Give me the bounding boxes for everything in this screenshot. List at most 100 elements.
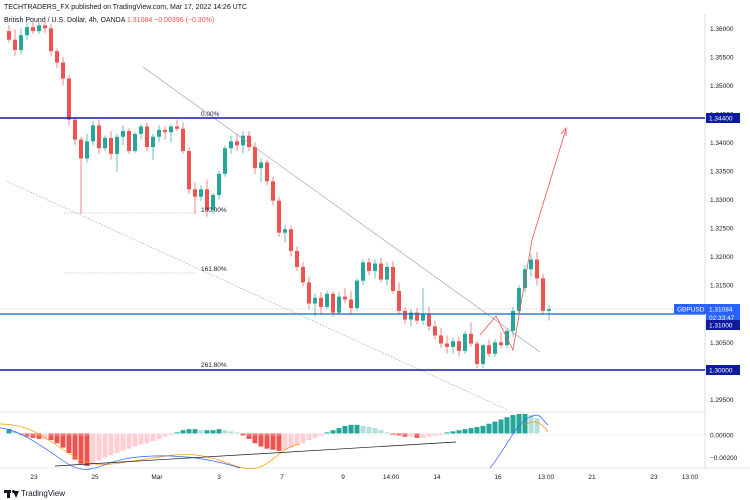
bar-countdown: 02:33:47 (709, 315, 735, 322)
histogram-bar (354, 424, 360, 434)
candle (121, 125, 125, 146)
histogram-bar (462, 429, 468, 434)
histogram-bar (420, 433, 426, 438)
histogram-bar (450, 431, 456, 434)
candle (85, 133, 89, 163)
oscillator-axis: 0.00000 −0.00200 (710, 433, 738, 463)
oscillator-tick-label: 0.00000 (710, 433, 734, 440)
histogram-bar (36, 433, 42, 439)
candle (271, 176, 275, 206)
histogram-bar (390, 433, 396, 435)
price-tick-label: 1.35500 (710, 54, 734, 61)
candle (529, 253, 533, 277)
candle (13, 29, 17, 56)
histogram-bar (366, 427, 372, 434)
svg-text:1.31000: 1.31000 (709, 323, 733, 330)
candle (385, 262, 389, 286)
svg-text:GBPUSD: GBPUSD (677, 307, 705, 314)
histogram-bar (246, 433, 252, 439)
candle (175, 119, 179, 132)
tradingview-branding[interactable]: TradingView (4, 489, 65, 498)
candle (61, 56, 65, 86)
candle (25, 22, 29, 40)
candle (283, 225, 287, 243)
candle (91, 120, 95, 146)
upper-trendline[interactable] (142, 66, 541, 353)
candle (343, 288, 347, 304)
candle (409, 309, 413, 327)
candle (265, 159, 269, 186)
time-tick-label: 14:00 (383, 474, 400, 481)
candle (445, 335, 449, 354)
histogram-bar (396, 433, 402, 436)
candle (55, 48, 59, 69)
histogram-bar (102, 433, 108, 458)
fib-label-261: 261.80% (201, 362, 227, 369)
histogram-bar (312, 433, 318, 438)
oscillator-histogram (6, 414, 540, 466)
histogram-bar (84, 433, 90, 466)
histogram-bar (144, 433, 150, 444)
histogram-bar (528, 415, 534, 434)
histogram-bar (252, 433, 258, 444)
price-tick-label: 1.33500 (710, 169, 734, 176)
histogram-bar (282, 433, 288, 450)
histogram-bar (474, 427, 480, 434)
histogram-bar (48, 433, 54, 440)
histogram-bar (504, 417, 510, 434)
tradingview-logo-icon (4, 489, 19, 498)
histogram-bar (294, 433, 300, 446)
candle (367, 257, 371, 275)
histogram-bar (468, 428, 474, 434)
candle (139, 124, 143, 140)
histogram-bar (432, 433, 438, 436)
candle (433, 320, 437, 340)
oscillator-tick-label: −0.00200 (710, 455, 738, 462)
histogram-bar (90, 433, 96, 464)
oscillator-trendline[interactable] (54, 441, 457, 467)
lower-trendline[interactable] (5, 180, 509, 411)
price-tick-label: 1.29500 (710, 397, 734, 404)
projection-path[interactable] (479, 128, 567, 352)
histogram-bar (132, 433, 138, 447)
histogram-bar (264, 433, 270, 449)
candle (463, 330, 467, 354)
price-axis[interactable]: 1.360001.355001.350001.345001.340001.335… (710, 26, 734, 404)
fib-label-100: 100.00% (201, 207, 227, 214)
candle (487, 339, 491, 357)
histogram-bar (486, 423, 492, 434)
candle (43, 19, 47, 33)
histogram-bar (330, 430, 336, 434)
candle (37, 21, 41, 34)
candle (457, 336, 461, 357)
histogram-bar (522, 414, 528, 434)
candle (331, 290, 335, 317)
macd-line-blue (0, 427, 241, 470)
candle (133, 132, 137, 153)
histogram-bar (492, 421, 498, 434)
candle (397, 282, 401, 315)
histogram-bar (300, 433, 306, 444)
histogram-bar (516, 414, 522, 434)
histogram-bar (480, 425, 486, 434)
histogram-bar (150, 433, 156, 442)
histogram-bar (204, 430, 210, 434)
time-tick-label: 9 (341, 474, 345, 481)
candle (475, 341, 479, 369)
time-axis[interactable]: 23 25 Mar 3 7 9 14:00 14 16 13:00 21 23 13:00 (30, 474, 698, 481)
histogram-bar (384, 432, 390, 434)
price-tick-label: 1.32000 (710, 254, 734, 261)
candle (277, 196, 281, 237)
price-tick-label: 1.31500 (710, 283, 734, 290)
candle (169, 124, 173, 143)
candlestick-series (7, 19, 551, 369)
candle (451, 337, 455, 354)
candle (511, 306, 515, 337)
histogram-bar (42, 433, 48, 439)
candle (481, 343, 485, 369)
histogram-bar (258, 433, 264, 447)
candle (157, 125, 161, 143)
histogram-bar (306, 433, 312, 440)
candle (307, 276, 311, 310)
